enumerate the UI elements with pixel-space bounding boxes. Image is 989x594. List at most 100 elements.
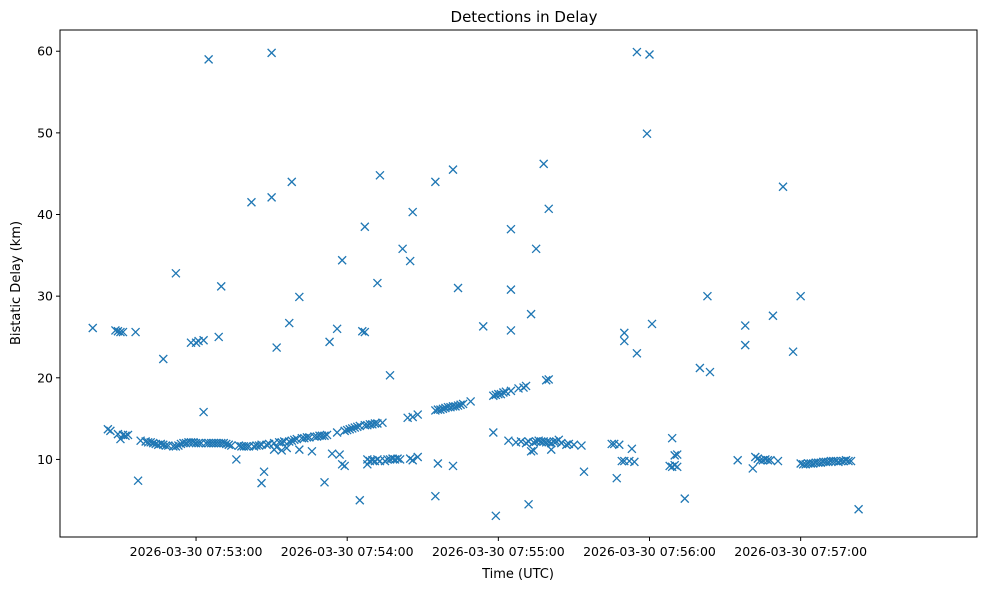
data-point-marker bbox=[529, 437, 539, 447]
data-point-marker bbox=[320, 477, 329, 487]
data-point-marker bbox=[277, 445, 287, 455]
data-point-marker bbox=[506, 224, 516, 234]
data-point-marker bbox=[131, 327, 141, 337]
data-point-marker bbox=[272, 343, 282, 353]
data-point-marker bbox=[267, 48, 277, 58]
data-point-marker bbox=[325, 337, 335, 347]
data-point-marker bbox=[221, 439, 231, 449]
chart-title: Detections in Delay bbox=[451, 8, 598, 26]
data-point-marker bbox=[375, 170, 385, 180]
data-point-marker bbox=[158, 354, 168, 364]
data-point-marker bbox=[524, 499, 534, 509]
data-point-marker bbox=[121, 431, 130, 441]
data-point-marker bbox=[355, 495, 365, 505]
data-point-marker bbox=[241, 441, 251, 451]
data-point-marker bbox=[267, 192, 277, 202]
y-tick-label: 20 bbox=[37, 370, 53, 385]
data-point-marker bbox=[453, 401, 463, 411]
data-point-marker bbox=[345, 424, 355, 434]
data-point-marker bbox=[171, 441, 181, 451]
data-point-marker bbox=[226, 441, 236, 451]
data-point-marker bbox=[88, 323, 98, 333]
data-point-marker bbox=[539, 159, 549, 169]
data-point-marker bbox=[332, 428, 342, 437]
data-point-marker bbox=[629, 457, 639, 467]
data-point-marker bbox=[435, 405, 445, 415]
data-point-marker bbox=[282, 443, 292, 453]
data-point-marker bbox=[627, 444, 637, 454]
data-point-marker bbox=[740, 340, 750, 350]
data-point-marker bbox=[247, 197, 256, 207]
data-point-marker bbox=[549, 437, 559, 446]
data-point-marker bbox=[516, 437, 526, 446]
data-point-marker bbox=[433, 459, 443, 468]
x-tick-label: 2026-03-30 07:54:00 bbox=[281, 544, 414, 559]
data-point-marker bbox=[161, 441, 171, 451]
data-point-marker bbox=[478, 321, 488, 331]
data-point-marker bbox=[342, 425, 352, 435]
data-point-marker bbox=[214, 332, 224, 342]
data-point-marker bbox=[506, 386, 516, 396]
data-point-marker bbox=[680, 494, 690, 504]
data-point-marker bbox=[632, 47, 642, 57]
data-point-marker bbox=[352, 422, 362, 432]
data-point-marker bbox=[612, 473, 622, 483]
data-point-marker bbox=[116, 327, 125, 337]
data-point-marker bbox=[607, 439, 617, 449]
data-point-marker bbox=[370, 419, 380, 428]
data-point-marker bbox=[335, 450, 345, 460]
data-point-marker bbox=[307, 446, 317, 456]
data-point-marker bbox=[667, 433, 677, 443]
data-point-marker bbox=[844, 456, 853, 466]
data-point-marker bbox=[544, 374, 554, 384]
plot-area bbox=[60, 30, 977, 537]
data-point-marker bbox=[146, 437, 156, 447]
data-point-marker bbox=[337, 255, 347, 265]
data-point-marker bbox=[438, 404, 448, 414]
data-point-marker bbox=[262, 440, 272, 450]
data-point-marker bbox=[360, 327, 370, 337]
data-point-marker bbox=[521, 381, 531, 391]
data-point-marker bbox=[327, 449, 337, 459]
data-point-marker bbox=[748, 463, 758, 473]
data-point-marker bbox=[466, 397, 476, 406]
data-point-marker bbox=[614, 440, 624, 450]
data-point-marker bbox=[778, 182, 788, 192]
data-point-marker bbox=[503, 436, 513, 446]
data-point-marker bbox=[148, 438, 158, 448]
data-point-marker bbox=[642, 129, 652, 139]
data-point-marker bbox=[458, 399, 468, 409]
x-tick-label: 2026-03-30 07:56:00 bbox=[583, 544, 716, 559]
data-point-marker bbox=[491, 511, 501, 521]
data-point-marker bbox=[702, 291, 712, 301]
data-point-marker bbox=[294, 292, 304, 302]
data-point-marker bbox=[350, 423, 360, 433]
data-point-marker bbox=[854, 504, 864, 514]
data-point-marker bbox=[498, 388, 508, 397]
y-tick-label: 50 bbox=[37, 125, 53, 140]
data-point-marker bbox=[413, 452, 423, 462]
data-point-marker bbox=[199, 407, 209, 417]
data-point-marker bbox=[695, 363, 705, 373]
data-point-marker bbox=[320, 431, 329, 441]
data-point-marker bbox=[846, 456, 856, 466]
data-point-marker bbox=[393, 454, 403, 464]
data-point-marker bbox=[332, 324, 342, 334]
data-point-marker bbox=[430, 491, 440, 501]
data-point-marker bbox=[541, 375, 551, 385]
data-point-marker bbox=[289, 435, 299, 445]
data-point-marker bbox=[619, 336, 629, 346]
y-tick-label: 40 bbox=[37, 207, 53, 222]
data-point-marker bbox=[204, 54, 214, 64]
data-points bbox=[88, 47, 864, 521]
data-point-marker bbox=[287, 177, 297, 187]
data-point-marker bbox=[765, 455, 775, 465]
data-point-marker bbox=[254, 441, 264, 451]
data-point-marker bbox=[284, 318, 294, 328]
y-axis-label: Bistatic Delay (km) bbox=[9, 221, 24, 345]
data-point-marker bbox=[294, 445, 304, 455]
data-point-marker bbox=[118, 327, 128, 337]
data-point-marker bbox=[647, 319, 657, 329]
data-point-marker bbox=[448, 461, 458, 471]
data-point-marker bbox=[302, 432, 312, 442]
